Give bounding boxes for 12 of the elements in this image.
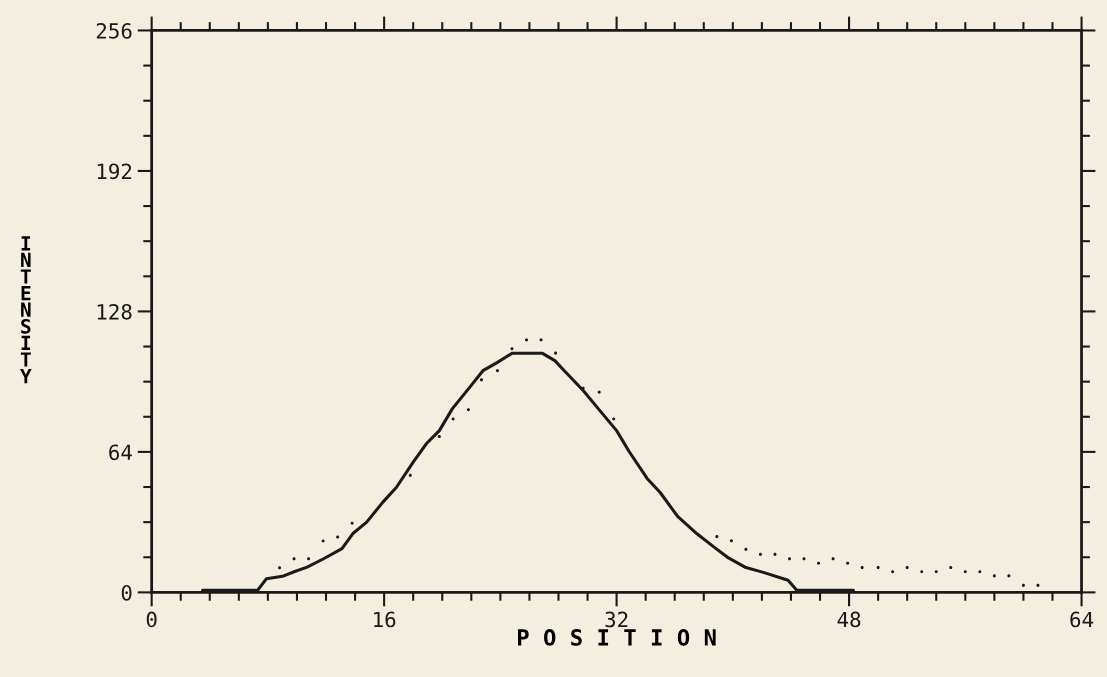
y-tick-label: 256 — [96, 22, 132, 39]
y-tick-label: 64 — [109, 444, 132, 461]
x-tick-label: 16 — [374, 611, 396, 628]
y-tick-label: 0 — [121, 584, 132, 601]
x-tick-label: 32 — [605, 611, 628, 628]
x-tick-label: 48 — [837, 611, 861, 628]
y-tick-label: 128 — [97, 303, 132, 320]
x-tick-label: 0 — [146, 611, 157, 628]
text: INTENSITY — [20, 236, 32, 384]
x-axis-title: P O S I T I O N — [518, 629, 716, 646]
x-tick-label: 64 — [1070, 611, 1094, 628]
y-tick-label: 192 — [97, 163, 132, 180]
